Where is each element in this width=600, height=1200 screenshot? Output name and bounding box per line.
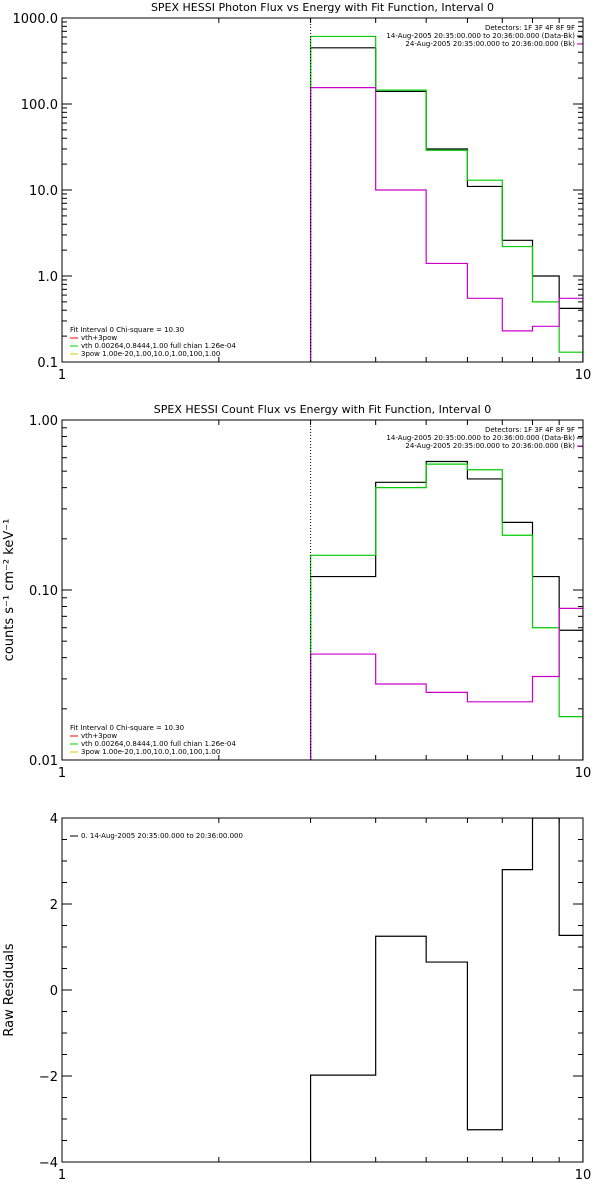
plot-frame: [61, 419, 584, 761]
legend-left-entry: vth+3pow: [81, 334, 117, 342]
y-tick-label: −2: [39, 1070, 58, 1085]
x-tick-label: 10: [575, 766, 592, 781]
chart-title: SPEX HESSI Photon Flux vs Energy with Fi…: [151, 1, 494, 14]
legend-left-heading: Fit Interval 0 Chi-square = 10.30: [70, 326, 184, 334]
x-tick-label: 1: [58, 1168, 66, 1183]
legend-right-entry: 24-Aug-2005 20:35:00.000 to 20:36:00.000…: [405, 40, 575, 48]
chart-panel-1: SPEX HESSI Count Flux vs Energy with Fit…: [2, 403, 591, 781]
x-tick-label: 10: [575, 368, 592, 383]
series-line-0: [309, 818, 583, 1162]
y-tick-label: 1.00: [29, 414, 58, 429]
y-tick-label: 0.01: [29, 754, 58, 769]
chart-panel-2: Raw Residuals 1 10 4 2 0 −2 −4 0. 14-Aug-2005 20…: [2, 812, 591, 1183]
y-tick-label: 1.0: [37, 270, 58, 285]
y-tick-label: 0.10: [29, 584, 58, 599]
series-line-2: [309, 607, 583, 760]
y-tick-label: 0.1: [37, 356, 58, 371]
y-axis-label: counts s⁻¹ cm⁻² keV⁻¹: [2, 519, 17, 662]
x-tick-label: 1: [58, 766, 66, 781]
series-line-2: [309, 87, 583, 362]
legend-left-entry: 0. 14-Aug-2005 20:35:00.000 to 20:36:00.…: [81, 832, 243, 840]
legend-left-entry: 3pow 1.00e-20,1.00,10.0,1.00,100,1.00: [81, 748, 220, 756]
plot-frame: [61, 817, 584, 1163]
legend-right-entry: 14-Aug-2005 20:35:00.000 to 20:36:00.000…: [386, 434, 575, 442]
legend-left-entry: vth 0.00264,0.8444,1.00 full chian 1.26e…: [81, 342, 236, 350]
legend-right-entry: Detectors: 1F 3F 4F 8F 9F: [485, 426, 575, 434]
legend-right-entry: Detectors: 1F 3F 4F 8F 9F: [485, 24, 575, 32]
y-tick-label: −4: [39, 1156, 58, 1171]
legend-left-entry: 3pow 1.00e-20,1.00,10.0,1.00,100,1.00: [81, 350, 220, 358]
legend-right-entry: 14-Aug-2005 20:35:00.000 to 20:36:00.000…: [386, 32, 575, 40]
y-tick-label: 0: [50, 984, 58, 999]
legend-left-entry: vth+3pow: [81, 732, 117, 740]
y-tick-label: 1000.0: [13, 12, 59, 27]
x-tick-label: 1: [58, 368, 66, 383]
legend-right-entry: 24-Aug-2005 20:35:00.000 to 20:36:00.000…: [405, 442, 575, 450]
y-tick-label: 2: [50, 898, 58, 913]
x-tick-label: 10: [575, 1168, 592, 1183]
y-tick-label: 10.0: [29, 184, 58, 199]
chart-panel-0: SPEX HESSI Photon Flux vs Energy with Fi…: [13, 1, 592, 383]
series-line-1: [309, 35, 583, 362]
legend-left-heading: Fit Interval 0 Chi-square = 10.30: [70, 724, 184, 732]
y-tick-label: 100.0: [21, 98, 58, 113]
y-tick-label: 4: [50, 812, 58, 827]
plot-frame: [61, 17, 584, 363]
legend-left-entry: vth 0.00264,0.8444,1.00 full chian 1.26e…: [81, 740, 236, 748]
y-axis-label: Raw Residuals: [2, 943, 17, 1036]
chart-title: SPEX HESSI Count Flux vs Energy with Fit…: [154, 403, 491, 416]
